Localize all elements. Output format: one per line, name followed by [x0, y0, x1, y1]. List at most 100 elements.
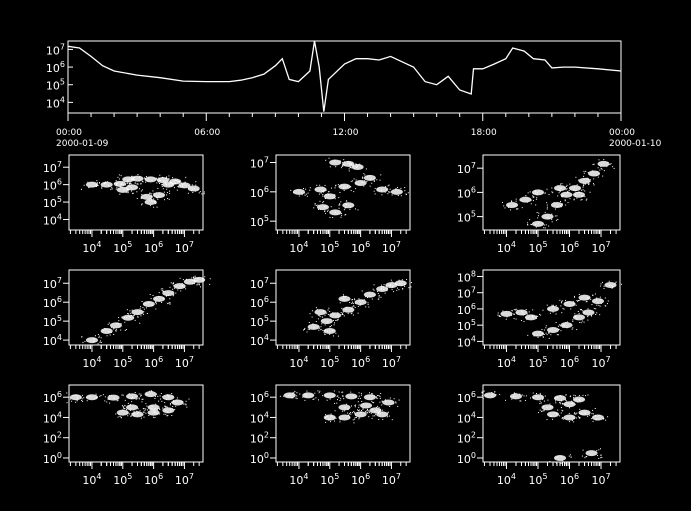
- data-point-speck: [600, 283, 602, 285]
- data-point-speck: [152, 190, 154, 192]
- data-point-speck: [322, 190, 324, 192]
- data-point-speck: [185, 404, 187, 406]
- data-point-speck: [590, 298, 592, 300]
- data-point-speck: [574, 313, 576, 315]
- data-point-speck: [395, 402, 397, 404]
- data-point-speck: [100, 337, 102, 339]
- data-point-speck: [209, 278, 211, 280]
- data-point-speck: [589, 180, 591, 182]
- data-point-speck: [158, 400, 160, 402]
- data-point-speck: [171, 415, 173, 417]
- data-point-speck: [305, 395, 307, 397]
- y-tick-label: 104: [457, 334, 476, 349]
- data-point-speck: [191, 279, 193, 281]
- data-point-speck: [195, 190, 197, 192]
- data-point-speck: [162, 290, 164, 292]
- data-point: [126, 173, 147, 185]
- data-point-speck: [548, 225, 550, 227]
- data-point-speck: [537, 396, 539, 398]
- data-point-speck: [396, 289, 398, 291]
- data-point-speck: [152, 295, 154, 297]
- data-point-speck: [513, 309, 515, 311]
- data-point-speck: [360, 303, 362, 305]
- data-point-core: [360, 402, 373, 409]
- data-point-speck: [158, 177, 160, 179]
- data-point-speck: [560, 206, 562, 208]
- data-point-speck: [555, 456, 557, 458]
- data-point-speck: [603, 285, 605, 287]
- data-point-speck: [584, 183, 586, 185]
- data-point-core: [329, 312, 342, 319]
- data-point-speck: [378, 418, 380, 420]
- data-point-speck: [343, 161, 345, 163]
- data-point-speck: [574, 316, 576, 318]
- data-point-speck: [327, 309, 329, 311]
- data-point-speck: [121, 183, 123, 185]
- data-point-speck: [366, 410, 368, 412]
- data-point-speck: [389, 188, 391, 190]
- data-point-speck: [82, 342, 84, 344]
- data-point-speck: [586, 198, 588, 200]
- data-point-speck: [339, 204, 341, 206]
- data-point-speck: [393, 291, 395, 293]
- data-point-speck: [575, 304, 577, 306]
- data-point: [592, 159, 615, 170]
- data-point-core: [585, 450, 598, 457]
- data-point: [338, 294, 356, 304]
- data-point-speck: [528, 311, 530, 313]
- data-point-speck: [159, 182, 161, 184]
- data-point-speck: [112, 328, 114, 330]
- data-point-speck: [559, 187, 561, 189]
- data-point-speck: [345, 207, 347, 209]
- data-point-speck: [143, 407, 145, 409]
- data-point-speck: [296, 392, 298, 394]
- data-point-speck: [119, 415, 121, 417]
- data-point-speck: [296, 398, 298, 400]
- data-point-speck: [307, 328, 309, 330]
- data-point-speck: [561, 459, 563, 461]
- data-point-speck: [361, 300, 363, 302]
- data-point-speck: [287, 394, 289, 396]
- data-point-core: [560, 191, 573, 198]
- data-point-speck: [539, 313, 541, 315]
- data-point-speck: [570, 456, 572, 458]
- data-point-speck: [76, 399, 78, 401]
- data-point-speck: [589, 179, 591, 181]
- data-point-speck: [326, 416, 328, 418]
- data-point-speck: [385, 186, 387, 188]
- data-point: [529, 392, 549, 402]
- data-point-speck: [156, 182, 158, 184]
- data-point-speck: [100, 341, 102, 343]
- data-point-speck: [597, 167, 599, 169]
- data-point-speck: [121, 182, 123, 184]
- data-point-speck: [591, 170, 593, 172]
- data-point-speck: [162, 396, 164, 398]
- data-point-speck: [322, 195, 324, 197]
- data-point-speck: [358, 417, 360, 419]
- data-point-speck: [176, 180, 178, 182]
- data-point: [338, 200, 359, 211]
- data-point-speck: [587, 297, 589, 299]
- data-point-speck: [160, 180, 162, 182]
- data-point-speck: [192, 188, 194, 190]
- data-point-speck: [161, 184, 163, 186]
- data-point-speck: [363, 173, 365, 175]
- data-point-speck: [155, 202, 157, 204]
- data-point-speck: [162, 188, 164, 190]
- data-point: [325, 157, 345, 169]
- data-point-speck: [317, 399, 319, 401]
- data-point-speck: [405, 194, 407, 196]
- data-point-speck: [168, 302, 170, 304]
- data-point-speck: [551, 191, 553, 193]
- data-point-speck: [115, 330, 117, 332]
- data-point-speck: [583, 184, 585, 186]
- data-point-speck: [573, 417, 575, 419]
- data-point-speck: [592, 420, 594, 422]
- data-point-speck: [137, 316, 139, 318]
- data-point-speck: [543, 224, 545, 226]
- data-point-speck: [519, 199, 521, 201]
- data-point: [104, 394, 124, 404]
- data-point-speck: [587, 308, 589, 310]
- data-point-speck: [349, 413, 351, 415]
- data-point-speck: [119, 326, 121, 328]
